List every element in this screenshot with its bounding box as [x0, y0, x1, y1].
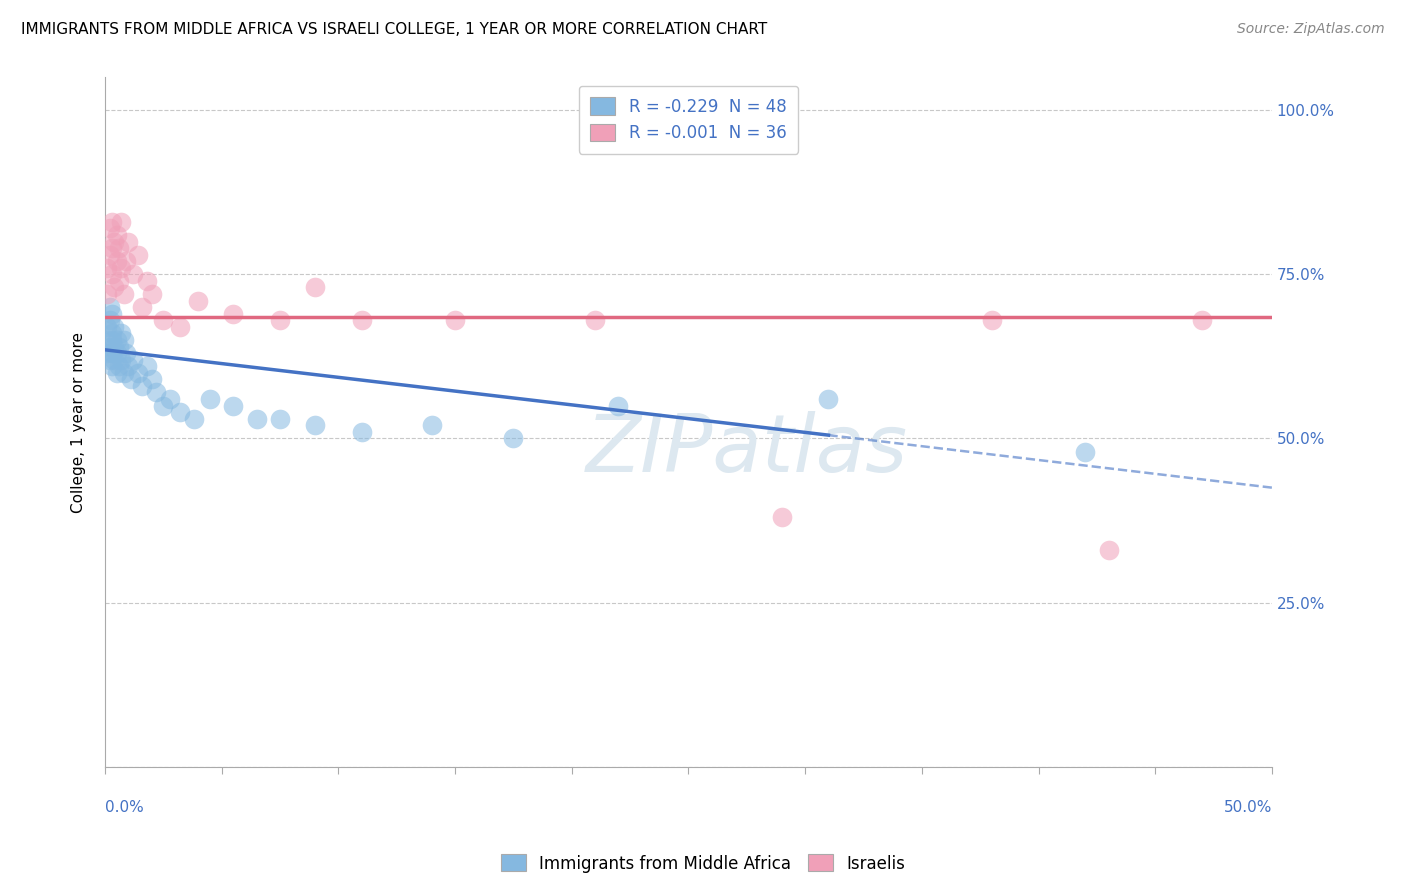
Point	[103, 352, 125, 367]
Point	[1074, 444, 1097, 458]
Point	[105, 366, 128, 380]
Point	[96, 319, 118, 334]
Point	[98, 313, 121, 327]
Point	[103, 339, 125, 353]
Point	[1097, 543, 1119, 558]
Text: 50.0%: 50.0%	[1223, 799, 1272, 814]
Point	[96, 346, 118, 360]
Point	[152, 313, 174, 327]
Point	[105, 346, 128, 360]
Y-axis label: College, 1 year or more: College, 1 year or more	[72, 332, 86, 513]
Point	[607, 399, 630, 413]
Point	[108, 274, 131, 288]
Legend: Immigrants from Middle Africa, Israelis: Immigrants from Middle Africa, Israelis	[495, 847, 911, 880]
Point	[117, 359, 139, 374]
Point	[98, 300, 121, 314]
Legend: R = -0.229  N = 48, R = -0.001  N = 36: R = -0.229 N = 48, R = -0.001 N = 36	[579, 86, 799, 153]
Point	[122, 352, 145, 367]
Point	[444, 313, 467, 327]
Point	[269, 411, 291, 425]
Point	[96, 287, 118, 301]
Point	[101, 326, 124, 341]
Point	[101, 241, 124, 255]
Point	[110, 215, 132, 229]
Point	[269, 313, 291, 327]
Point	[101, 333, 124, 347]
Point	[136, 274, 159, 288]
Point	[117, 235, 139, 249]
Point	[115, 346, 138, 360]
Point	[108, 339, 131, 353]
Point	[98, 247, 121, 261]
Point	[101, 359, 124, 374]
Text: IMMIGRANTS FROM MIDDLE AFRICA VS ISRAELI COLLEGE, 1 YEAR OR MORE CORRELATION CHA: IMMIGRANTS FROM MIDDLE AFRICA VS ISRAELI…	[21, 22, 768, 37]
Point	[108, 359, 131, 374]
Point	[131, 379, 153, 393]
Point	[103, 280, 125, 294]
Point	[115, 254, 138, 268]
Point	[101, 268, 124, 282]
Point	[127, 247, 149, 261]
Point	[110, 326, 132, 341]
Point	[112, 287, 135, 301]
Point	[103, 235, 125, 249]
Point	[110, 260, 132, 275]
Point	[96, 333, 118, 347]
Point	[112, 333, 135, 347]
Point	[136, 359, 159, 374]
Point	[222, 399, 245, 413]
Text: Source: ZipAtlas.com: Source: ZipAtlas.com	[1237, 22, 1385, 37]
Point	[131, 300, 153, 314]
Point	[1191, 313, 1213, 327]
Point	[105, 254, 128, 268]
Point	[141, 287, 163, 301]
Point	[101, 307, 124, 321]
Point	[98, 221, 121, 235]
Text: 0.0%: 0.0%	[105, 799, 143, 814]
Point	[187, 293, 209, 308]
Point	[101, 215, 124, 229]
Point	[145, 385, 167, 400]
Point	[141, 372, 163, 386]
Point	[103, 319, 125, 334]
Point	[112, 366, 135, 380]
Point	[98, 339, 121, 353]
Point	[420, 418, 443, 433]
Point	[127, 366, 149, 380]
Point	[350, 425, 373, 439]
Point	[159, 392, 181, 406]
Point	[304, 418, 326, 433]
Point	[246, 411, 269, 425]
Point	[108, 241, 131, 255]
Point	[222, 307, 245, 321]
Point	[169, 319, 191, 334]
Point	[169, 405, 191, 419]
Point	[120, 372, 142, 386]
Point	[96, 260, 118, 275]
Point	[980, 313, 1002, 327]
Point	[817, 392, 839, 406]
Point	[105, 333, 128, 347]
Point	[152, 399, 174, 413]
Point	[122, 268, 145, 282]
Point	[770, 510, 793, 524]
Point	[350, 313, 373, 327]
Text: ZIPatlas: ZIPatlas	[586, 410, 908, 489]
Point	[583, 313, 606, 327]
Point	[502, 432, 524, 446]
Point	[101, 346, 124, 360]
Point	[198, 392, 221, 406]
Point	[183, 411, 205, 425]
Point	[105, 227, 128, 242]
Point	[304, 280, 326, 294]
Point	[110, 352, 132, 367]
Point	[98, 352, 121, 367]
